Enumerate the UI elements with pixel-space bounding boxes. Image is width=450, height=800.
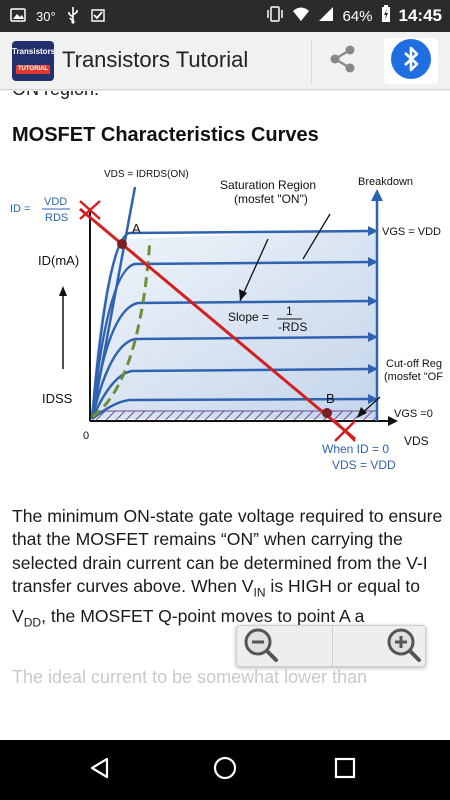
home-button[interactable] <box>195 752 255 788</box>
battery-percent-text: 64% <box>342 7 373 25</box>
section-heading: MOSFET Characteristics Curves <box>12 124 319 146</box>
vgs-zero-label: VGS =0 <box>394 408 433 420</box>
point-a-marker <box>117 239 127 249</box>
vds-rds-line-label: VDS = IDRDS(ON) <box>104 169 189 180</box>
body-paragraph: The minimum ON-state gate voltage requir… <box>12 505 444 635</box>
temperature-text: 30° <box>36 9 56 24</box>
vdd-subscript: DD <box>23 615 42 630</box>
article-content[interactable]: ON region. MOSFET Characteristics Curves <box>0 91 450 740</box>
id-eq-label: ID = <box>10 203 30 215</box>
mosfet-characteristics-diagram: VDS = IDRDS(ON) ID = VDD RDS A B Saturat… <box>10 169 443 472</box>
origin-zero-label: 0 <box>83 430 89 442</box>
checkmark-notification-icon <box>90 7 106 26</box>
logo-text-bottom: TUTORIAL <box>16 65 50 74</box>
point-b-marker <box>322 408 332 418</box>
status-bar: 30° 64% 14:45 <box>0 0 450 32</box>
recents-button[interactable] <box>315 752 375 788</box>
back-button[interactable] <box>70 752 130 788</box>
zoom-in-button[interactable] <box>332 626 426 666</box>
zoom-controls <box>236 625 426 667</box>
cutoff-label: Cut-off Reg <box>386 358 442 370</box>
recents-icon <box>334 757 356 784</box>
saturation-boundary <box>91 238 152 419</box>
zoom-out-button[interactable] <box>237 626 332 666</box>
share-button[interactable] <box>311 39 373 83</box>
vdd-label: VDD <box>44 196 67 208</box>
image-notification-icon <box>10 8 26 25</box>
point-b-label: B <box>326 391 335 406</box>
cut-off-text-top: ON region. <box>12 91 99 100</box>
idss-label: IDSS <box>42 391 73 406</box>
zoom-out-icon <box>241 625 279 668</box>
app-title: Transistors Tutorial <box>62 47 249 72</box>
back-icon <box>88 756 112 785</box>
wifi-icon <box>292 6 310 26</box>
saturation-label: Saturation Region <box>220 178 316 192</box>
paragraph-text-2: is HIGH or equal to V <box>12 575 421 626</box>
vgs-vdd-label: VGS = VDD <box>382 226 441 238</box>
bluetooth-button[interactable] <box>384 38 438 84</box>
saturation-sub-label: (mosfet "ON") <box>234 192 308 206</box>
share-icon <box>329 44 357 79</box>
when-id-zero-label: When ID = 0 <box>322 442 389 456</box>
cut-off-text-bottom: The ideal current to be somewhat lower t… <box>12 667 368 687</box>
app-bar: Transistors TUTORIAL Transistors Tutoria… <box>0 32 450 90</box>
slope-denominator: -RDS <box>278 320 307 334</box>
app-logo: Transistors TUTORIAL <box>12 41 54 81</box>
vds-axis-label: VDS <box>404 434 429 448</box>
navigation-bar <box>0 740 450 800</box>
rds-label: RDS <box>45 212 68 224</box>
home-icon <box>212 755 238 786</box>
slope-numerator: 1 <box>286 304 293 318</box>
vin-subscript: IN <box>253 585 266 600</box>
bluetooth-icon <box>390 38 432 85</box>
id-ma-label: ID(mA) <box>38 253 79 268</box>
slope-label: Slope = <box>228 310 269 324</box>
paragraph-text-3: , the MOSFET Q-point moves to point A a <box>41 605 365 626</box>
zoom-in-icon <box>384 625 422 668</box>
breakdown-label: Breakdown <box>358 176 413 188</box>
clock-text: 14:45 <box>398 6 442 25</box>
logo-text-top: Transistors <box>12 47 54 56</box>
vds-vdd-label: VDS = VDD <box>332 458 396 472</box>
paragraph-text-1: The minimum ON-state gate voltage requir… <box>12 506 443 596</box>
vibrate-icon <box>266 6 284 26</box>
usb-icon <box>66 6 80 27</box>
cutoff-sub-label: (mosfet "OF <box>384 371 443 383</box>
battery-charging-icon <box>381 5 391 27</box>
load-line <box>79 207 356 441</box>
signal-icon <box>318 6 334 26</box>
point-a-label: A <box>132 221 141 236</box>
